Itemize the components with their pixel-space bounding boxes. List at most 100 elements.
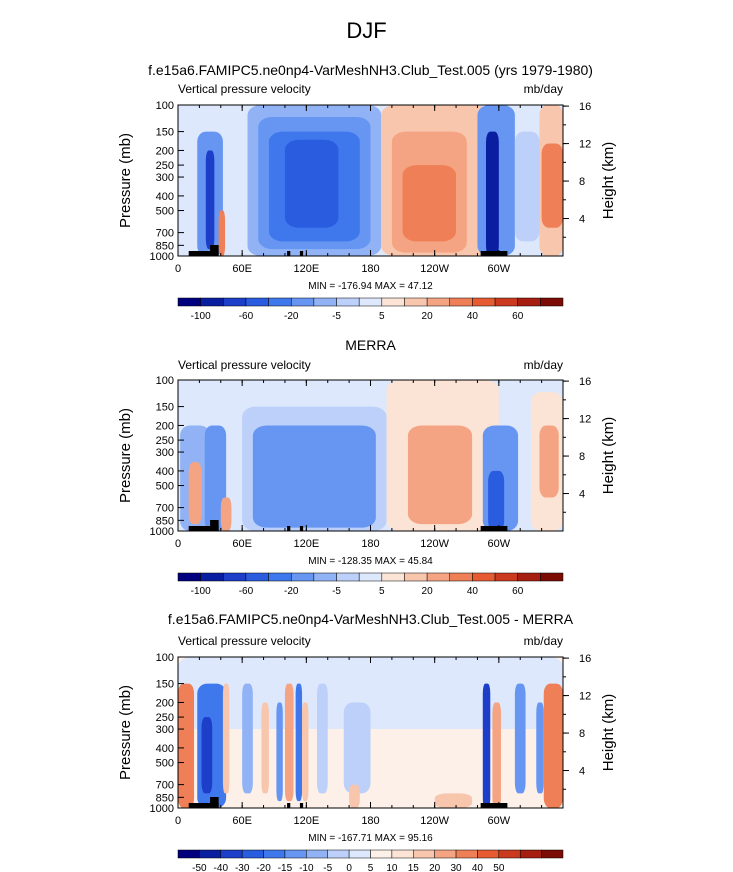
y2-tick-label: 12 — [579, 691, 591, 703]
y-tick-label: 100 — [156, 652, 174, 664]
y2-tick-label: 4 — [579, 766, 585, 778]
colorbar-swatch — [336, 572, 360, 582]
topography-mask — [299, 803, 304, 808]
topography-mask — [210, 520, 219, 531]
contour-region — [276, 702, 283, 802]
colorbar-swatch — [241, 849, 264, 859]
colorbar-swatch — [494, 572, 518, 582]
y2-tick-label: 8 — [579, 176, 585, 188]
topography-mask — [210, 797, 219, 808]
colorbar: -100 -60 -20 -5 5 20 40 60 — [177, 297, 564, 322]
colorbar-label: -10 — [299, 863, 314, 872]
topography-mask — [287, 526, 291, 531]
contour-region — [482, 683, 491, 808]
colorbar-swatch — [284, 849, 307, 859]
colorbar-label: 60 — [512, 311, 524, 322]
contour-region — [514, 683, 526, 794]
colorbar-swatch — [391, 849, 414, 859]
x-tick-label: 60E — [232, 538, 252, 550]
x-tick-label: 120W — [420, 815, 449, 827]
colorbar-swatch — [426, 572, 451, 582]
min-max-stats: MIN = -128.35 MAX = 45.84 — [308, 556, 433, 567]
x-tick-label: 180 — [361, 538, 379, 550]
colorbar-swatch — [313, 572, 337, 582]
colorbar-swatch — [348, 849, 371, 859]
y-tick-label: 1000 — [150, 803, 174, 815]
colorbar-swatch — [245, 572, 269, 582]
y-tick-label: 400 — [156, 466, 174, 478]
x-tick-label: 180 — [361, 815, 379, 827]
figure-title: DJF — [346, 18, 387, 43]
contour-region — [284, 683, 294, 802]
contour-region — [429, 452, 457, 498]
x-tick-label: 60W — [488, 815, 511, 827]
y2-tick-label: 8 — [579, 728, 585, 740]
y-tick-label: 700 — [156, 780, 174, 792]
colorbar-swatch — [540, 572, 564, 582]
panel-units-label: mb/day — [524, 634, 563, 648]
y2-tick-label: 16 — [579, 376, 591, 388]
colorbar-label: 15 — [408, 863, 420, 872]
topography-mask — [480, 526, 508, 531]
y-tick-label: 300 — [156, 724, 174, 736]
colorbar-swatch — [306, 849, 328, 859]
colorbar-label: -20 — [256, 863, 271, 872]
colorbar-swatch — [404, 297, 428, 307]
x-tick-label: 120W — [420, 538, 449, 550]
colorbar-swatch — [449, 572, 473, 582]
contour-region — [514, 131, 540, 242]
contour-region — [541, 143, 563, 228]
colorbar-label: -20 — [284, 586, 299, 597]
colorbar-label: 5 — [379, 311, 385, 322]
topography-mask — [287, 251, 291, 256]
x-tick-label: 60E — [232, 815, 252, 827]
contour-region — [343, 702, 371, 794]
colorbar-label: 40 — [472, 863, 484, 872]
contour-region — [543, 683, 563, 808]
colorbar-label: 5 — [368, 863, 374, 872]
contour-region — [402, 165, 457, 242]
panel-2: MERRA Vertical pressure velocity mb/day 0 60… — [117, 337, 617, 597]
colorbar: -100 -60 -20 -5 5 20 40 60 — [177, 572, 564, 597]
y-tick-label: 500 — [156, 481, 174, 493]
topography-mask — [210, 245, 219, 256]
panel-3: f.e15a6.FAMIPC5.ne0np4-VarMeshNH3.Club_T… — [117, 611, 617, 872]
contour-region — [205, 150, 215, 250]
contour-region — [434, 793, 473, 808]
min-max-stats: MIN = -176.94 MAX = 47.12 — [308, 281, 433, 292]
y-tick-label: 400 — [156, 191, 174, 203]
colorbar-swatch — [223, 572, 247, 582]
colorbar-label: -100 — [191, 586, 211, 597]
y-tick-label: 850 — [156, 240, 174, 252]
colorbar-label: 20 — [429, 863, 441, 872]
contour-field — [178, 380, 563, 531]
colorbar-swatch — [268, 297, 292, 307]
topography-mask — [480, 251, 508, 256]
colorbar-label: 0 — [346, 863, 352, 872]
colorbar-swatch — [177, 297, 201, 307]
colorbar-swatch — [358, 572, 383, 582]
x-tick-label: 120E — [293, 815, 319, 827]
panel-units-label: mb/day — [524, 358, 563, 372]
x-tick-label: 60W — [488, 263, 511, 275]
colorbar-label: -30 — [235, 863, 250, 872]
colorbar-swatch — [199, 849, 222, 859]
colorbar-swatch — [290, 297, 315, 307]
y-tick-label: 150 — [156, 127, 174, 139]
contour-region — [178, 657, 563, 730]
topography-mask — [299, 526, 304, 531]
colorbar-label: 60 — [512, 586, 524, 597]
colorbar-swatch — [327, 849, 350, 859]
y-axis-label: Pressure (mb) — [117, 408, 134, 503]
colorbar: -50 -40 -30 -20 -15 -10 -5 0 5 10 15 20 30 40 50 — [177, 849, 564, 872]
y2-axis-label: Height (km) — [600, 142, 617, 220]
colorbar-label: 50 — [493, 863, 505, 872]
panel-title: f.e15a6.FAMIPC5.ne0np4-VarMeshNH3.Club_T… — [148, 62, 593, 78]
panel-title: f.e15a6.FAMIPC5.ne0np4-VarMeshNH3.Club_T… — [168, 611, 574, 627]
colorbar-swatch — [517, 297, 541, 307]
colorbar-swatch — [313, 297, 337, 307]
contour-region — [295, 683, 303, 802]
y2-tick-label: 8 — [579, 451, 585, 463]
topography-mask — [287, 803, 291, 808]
contour-region — [349, 784, 360, 808]
